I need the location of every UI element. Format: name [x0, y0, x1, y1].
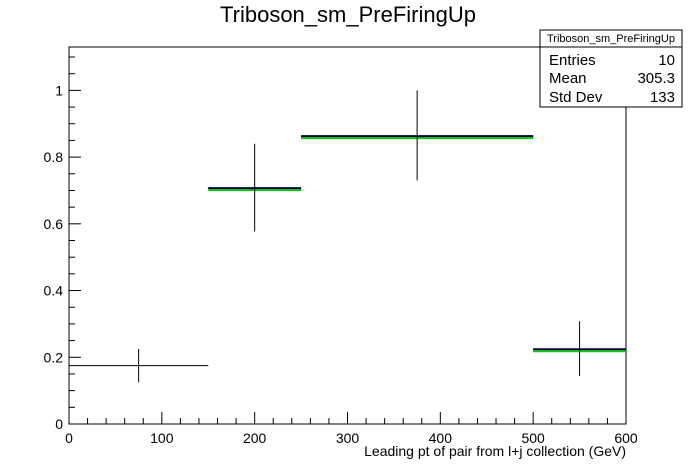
x-tick-label: 600	[614, 430, 638, 446]
stats-mean-value: 305.3	[637, 70, 675, 87]
stats-stddev-value: 133	[650, 89, 675, 106]
stats-entries-value: 10	[658, 52, 675, 69]
stats-box-title: Triboson_sm_PreFiringUp	[547, 33, 675, 45]
x-tick-label: 300	[336, 430, 360, 446]
stats-box: Triboson_sm_PreFiringUp Entries 10 Mean …	[539, 29, 683, 108]
y-tick-label: 1	[55, 82, 63, 98]
axis-ticks: 0 100 200 300 400 500 600 0 0.2 0.4 0.6 0.8 1	[44, 56, 638, 446]
y-tick-label: 0.2	[44, 349, 64, 365]
y-tick-label: 0.8	[44, 149, 64, 165]
x-tick-label: 500	[521, 430, 545, 446]
x-tick-label: 100	[150, 430, 174, 446]
y-tick-label: 0	[55, 416, 63, 432]
stats-mean-label: Mean	[549, 70, 587, 87]
y-tick-label: 0.6	[44, 216, 64, 232]
x-tick-label: 400	[429, 430, 453, 446]
x-axis-title: Leading pt of pair from l+j collection (…	[364, 443, 626, 459]
x-tick-label: 200	[243, 430, 267, 446]
histogram-marks	[69, 90, 626, 383]
stats-stddev-label: Std Dev	[549, 89, 603, 106]
y-tick-label: 0.4	[44, 283, 64, 299]
x-tick-label: 0	[65, 430, 73, 446]
stats-entries-label: Entries	[549, 52, 596, 69]
chart-title: Triboson_sm_PreFiringUp	[220, 2, 476, 27]
